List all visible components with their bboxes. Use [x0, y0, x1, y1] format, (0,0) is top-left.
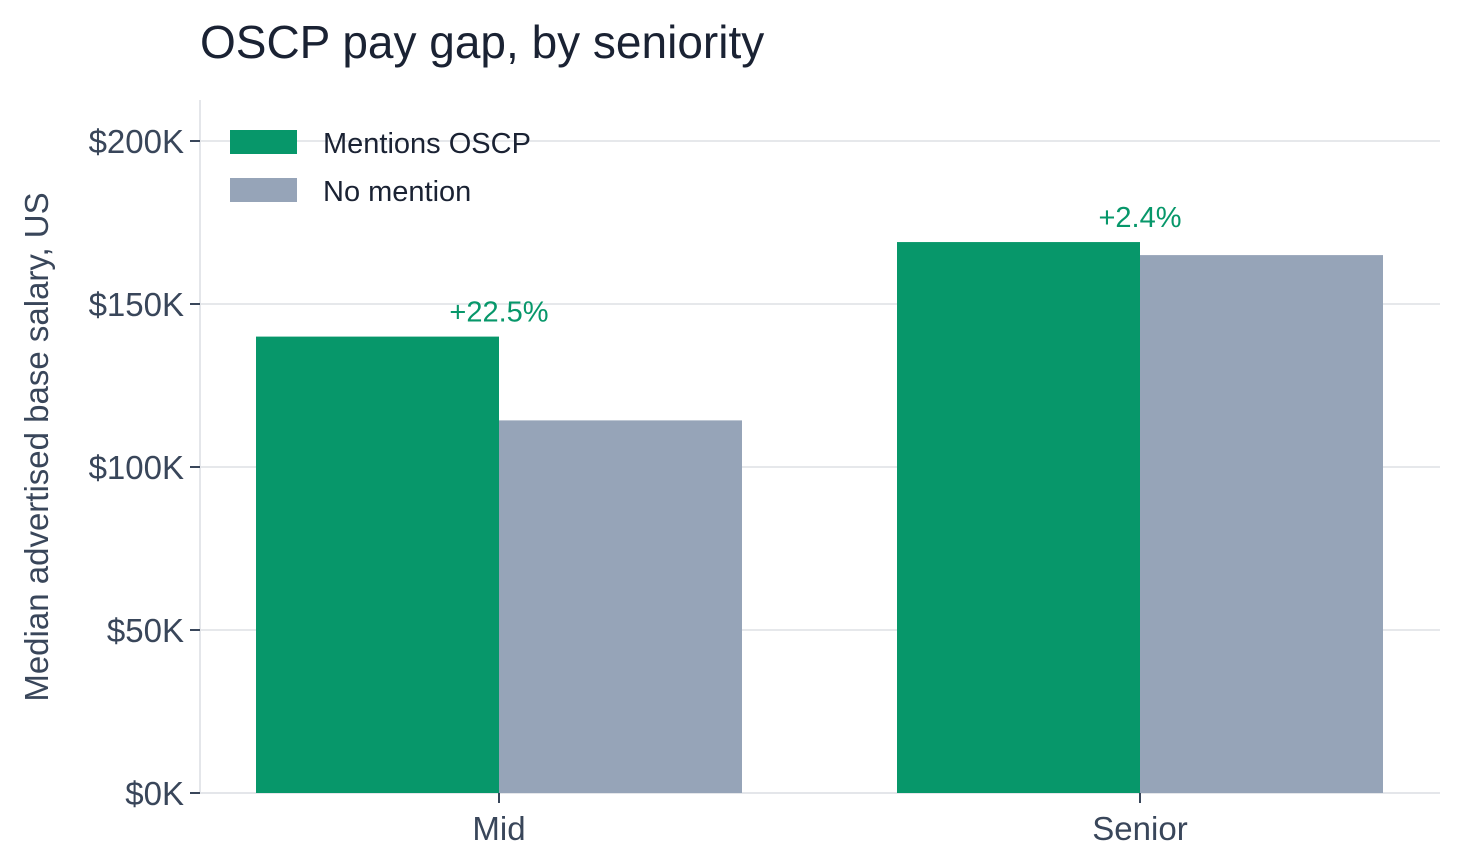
x-tick-label-mid: Mid [472, 810, 525, 847]
bar-no-mention-mid [499, 420, 742, 793]
legend-swatch-no-mention [230, 178, 297, 202]
y-axis-ticks: $0K $50K $100K $150K $200K [89, 123, 200, 812]
bar-mentions-oscp-mid [256, 336, 499, 793]
y-tick-label: $50K [107, 612, 184, 649]
legend-label-no-mention: No mention [323, 176, 471, 208]
y-tick-label: $150K [89, 286, 184, 323]
legend-swatch-mentions-oscp [230, 130, 297, 154]
bar-mentions-oscp-senior [897, 242, 1140, 793]
y-tick-label: $0K [125, 775, 184, 812]
gap-annotations: +22.5% +2.4% [449, 202, 1181, 329]
y-tick-label: $200K [89, 123, 184, 160]
y-tick-label: $100K [89, 449, 184, 486]
y-axis-label: Median advertised base salary, US [18, 192, 55, 701]
bars [256, 242, 1383, 794]
x-axis-ticks: Mid Senior [472, 793, 1188, 847]
bar-no-mention-senior [1140, 255, 1383, 794]
x-tick-label-senior: Senior [1092, 810, 1187, 847]
gap-label-senior: +2.4% [1098, 202, 1181, 234]
legend: Mentions OSCP No mention [230, 128, 531, 208]
legend-label-mentions-oscp: Mentions OSCP [323, 128, 531, 160]
chart-title: OSCP pay gap, by seniority [200, 16, 764, 68]
gap-label-mid: +22.5% [449, 297, 548, 329]
